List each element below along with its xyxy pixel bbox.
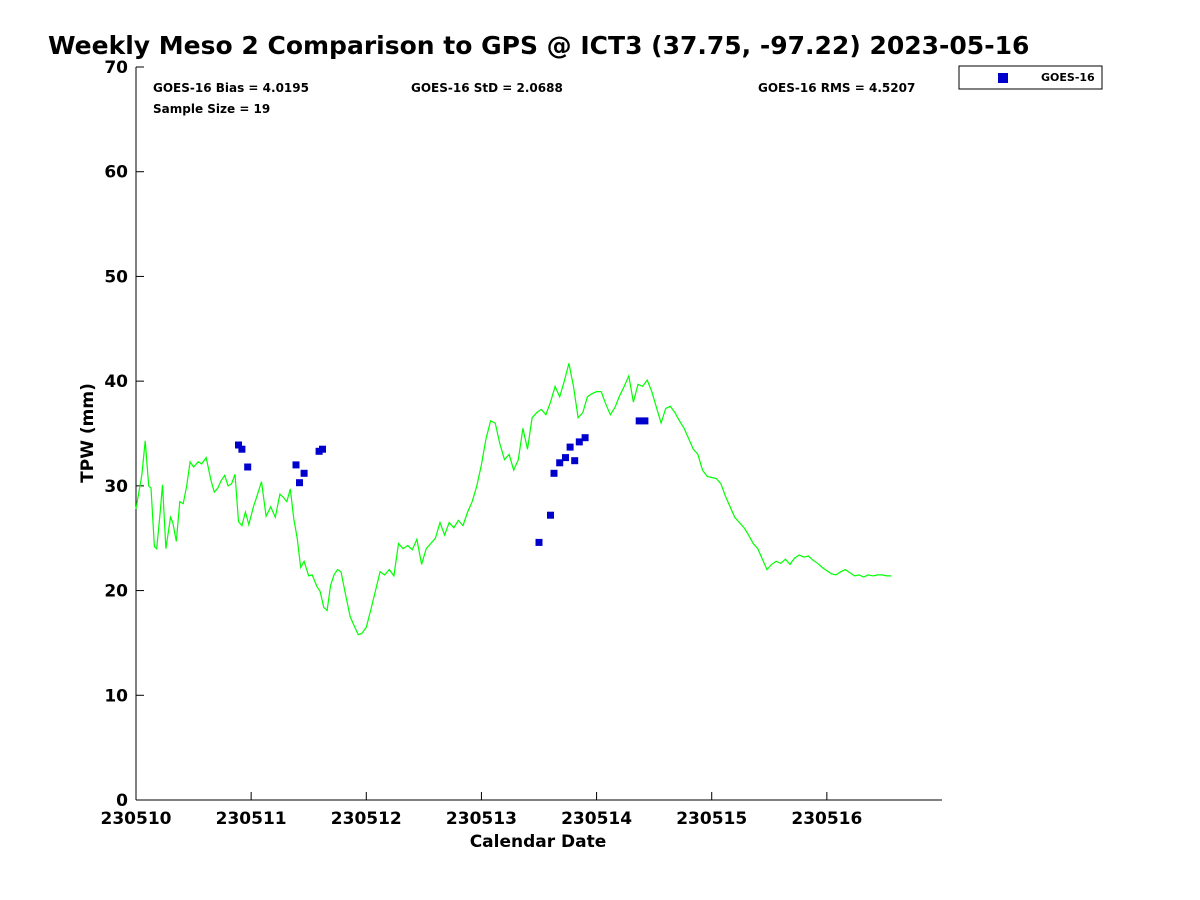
- legend-box: [958, 65, 1103, 90]
- goes-16-point: [244, 463, 252, 471]
- goes-16-point: [556, 459, 564, 467]
- goes-points: [235, 417, 649, 546]
- legend: GOES-16: [958, 65, 1103, 90]
- goes-16-point: [296, 479, 303, 487]
- x-axis-label: Calendar Date: [470, 832, 607, 852]
- goes-16-point: [238, 445, 246, 453]
- x-tick-label: 230512: [331, 809, 402, 829]
- y-tick-label: 30: [104, 477, 128, 497]
- chart-title: Weekly Meso 2 Comparison to GPS @ ICT3 (…: [48, 31, 1029, 60]
- y-tick-label: 60: [104, 163, 128, 183]
- gps-line-group: [135, 363, 892, 636]
- y-tick-label: 70: [104, 58, 128, 78]
- y-tick-label: 10: [104, 686, 128, 706]
- x-ticks: 230510 230511 230512 230513 230514 230515 2305…: [101, 792, 862, 829]
- y-tick-label: 20: [104, 582, 128, 602]
- plot-area: [135, 67, 942, 801]
- goes-16-point: [319, 445, 326, 453]
- x-tick-label: 230510: [101, 809, 172, 829]
- x-tick-label: 230516: [791, 809, 862, 829]
- stat-std: GOES-16 StD = 2.0688: [411, 81, 563, 95]
- y-tick-label: 40: [104, 372, 128, 392]
- y-tick-label: 0: [116, 791, 128, 811]
- y-axis-label: TPW (mm): [78, 383, 98, 483]
- goes-16-point: [566, 443, 574, 451]
- y-tick-label: 50: [104, 267, 128, 287]
- goes-16-point: [571, 457, 579, 465]
- goes-16-point: [535, 538, 543, 546]
- stat-rms: GOES-16 RMS = 4.5207: [758, 81, 915, 95]
- stat-bias: GOES-16 Bias = 4.0195: [153, 81, 309, 95]
- legend-label-goes-16: GOES-16: [1041, 71, 1095, 84]
- stat-sample-size: Sample Size = 19: [153, 102, 270, 116]
- goes-16-point: [300, 469, 308, 477]
- x-tick-label: 230515: [676, 809, 747, 829]
- goes-16-point: [547, 511, 554, 519]
- goes-16-point: [550, 469, 558, 477]
- goes-16-point: [562, 454, 569, 462]
- goes-16-point: [635, 417, 643, 425]
- x-tick-label: 230514: [561, 809, 632, 829]
- x-tick-label: 230513: [446, 809, 517, 829]
- goes-16-point: [575, 438, 583, 446]
- legend-marker-goes-16: [998, 73, 1008, 83]
- goes-16-point: [641, 417, 649, 425]
- goes-16-point: [235, 441, 242, 449]
- x-tick-label: 230511: [216, 809, 287, 829]
- goes-16-point: [581, 434, 589, 442]
- gps-tpw-line: [135, 363, 892, 636]
- y-ticks: 0 10 20 30 40 50 60 70: [104, 58, 144, 811]
- goes-16-point: [292, 461, 300, 469]
